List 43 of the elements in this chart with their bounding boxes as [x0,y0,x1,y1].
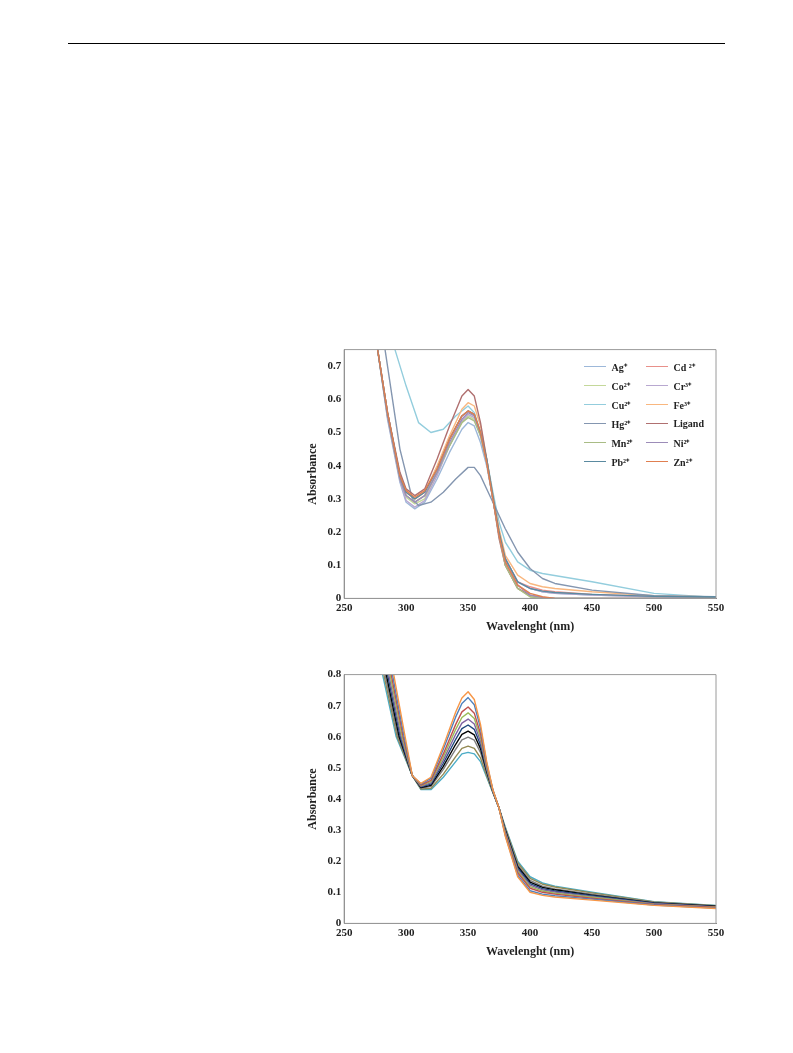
legend-label: Mn²⁺ [611,436,633,450]
y-tick-label: 0.6 [327,392,342,405]
legend-label: Ligand [673,418,704,430]
x-tick-label: 300 [397,600,415,613]
y-tick-label: 0.3 [327,822,342,835]
y-tick-label: 0.1 [327,558,342,571]
x-tick-label: 450 [583,600,601,613]
y-tick-label: 0.5 [327,425,342,438]
legend-label: Zn²⁺ [673,455,692,469]
x-tick-label: 450 [583,925,601,938]
legend-label: Pb²⁺ [611,455,630,469]
x-tick-label: 400 [521,600,539,613]
legend-label: Cu²⁺ [611,398,631,412]
x-tick-label: 500 [645,600,663,613]
y-tick-label: 0.8 [327,667,342,680]
y-tick-label: 0.2 [327,854,342,867]
legend-label: Ni²⁺ [673,436,690,450]
x-tick-label: 500 [645,925,663,938]
legend-label: Cd ²⁺ [673,360,695,374]
x-tick-label: 350 [459,600,477,613]
y-tick-label: 0.3 [327,491,342,504]
y-tick-label: 0.7 [327,359,342,372]
y-axis-title: Absorbance [305,442,320,505]
x-axis-title: Wavelenght (nm) [485,618,575,633]
legend-label: Fe³⁺ [673,398,690,412]
x-axis-title: Wavelenght (nm) [485,943,575,958]
y-tick-label: 0.1 [327,885,342,898]
legend-label: Co²⁺ [611,379,630,393]
legend-label: Hg²⁺ [611,417,631,431]
x-tick-label: 300 [397,925,415,938]
x-tick-label: 550 [707,600,725,613]
x-tick-label: 550 [707,925,725,938]
legend-label: Ag⁺ [611,360,627,374]
y-tick-label: 0.2 [327,524,342,537]
legend-label: Cr³⁺ [673,379,692,393]
y-tick-label: 0.7 [327,698,342,711]
y-tick-label: 0.4 [327,458,342,471]
y-tick-label: 0.4 [327,791,342,804]
x-tick-label: 400 [521,925,539,938]
y-axis-title: Absorbance [305,767,320,830]
x-tick-label: 350 [459,925,477,938]
y-tick-label: 0.6 [327,729,342,742]
y-tick-label: 0.5 [327,760,342,773]
